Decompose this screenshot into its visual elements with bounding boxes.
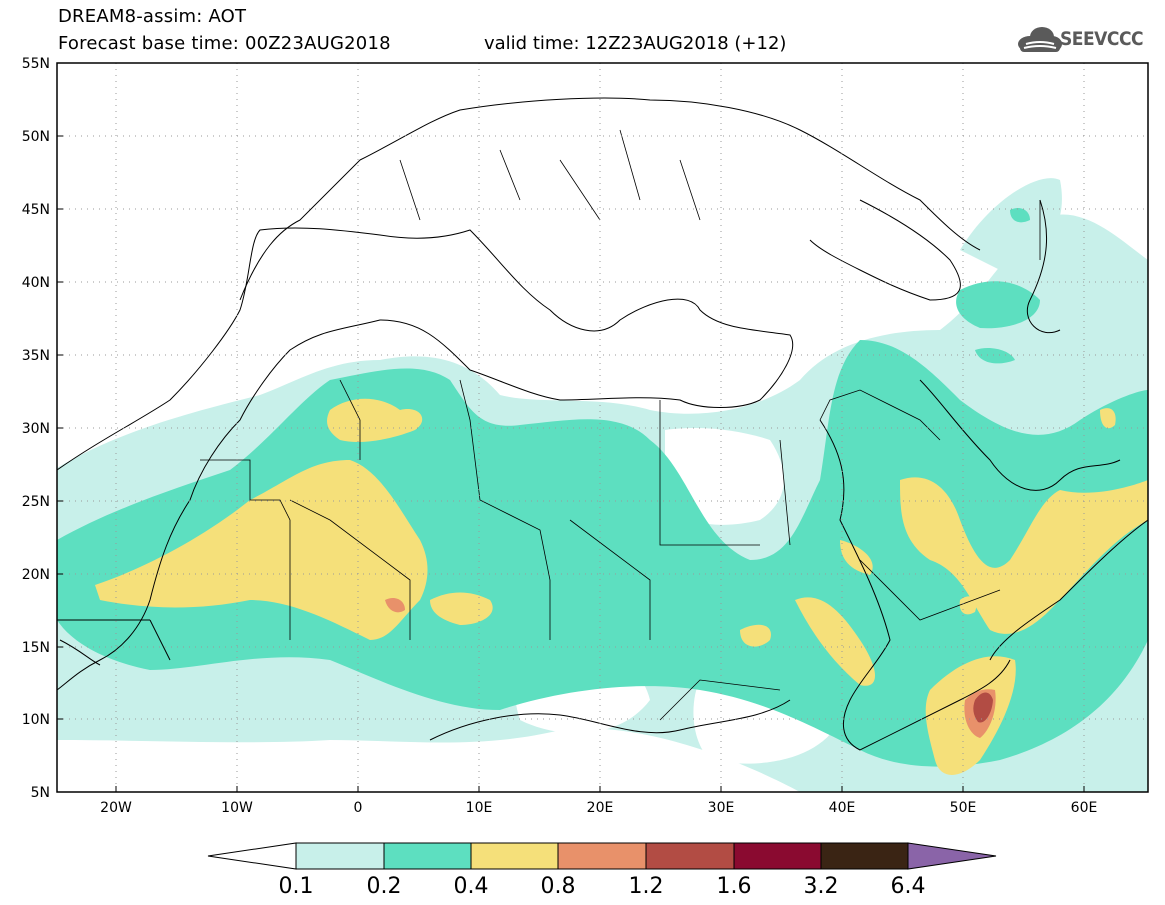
colorbar-low-arrow bbox=[207, 842, 297, 870]
lat-label: 55N bbox=[22, 56, 50, 72]
lon-label: 10E bbox=[466, 800, 493, 816]
lon-label: 50E bbox=[950, 800, 977, 816]
colorbar-label: 1.6 bbox=[717, 874, 752, 899]
aot-band-1.2-1.6 bbox=[973, 692, 993, 723]
lon-label: 60E bbox=[1071, 800, 1098, 816]
map-title: DREAM8-assim: AOT bbox=[58, 6, 247, 27]
lat-label: 25N bbox=[22, 494, 50, 510]
lat-label: 5N bbox=[31, 785, 50, 801]
colorbar-label: 3.2 bbox=[804, 874, 839, 899]
lat-label: 30N bbox=[22, 421, 50, 437]
colorbar-label: 0.1 bbox=[279, 874, 314, 899]
lon-label: 10W bbox=[221, 800, 253, 816]
colorbar-swatch bbox=[470, 842, 559, 870]
lat-label: 45N bbox=[22, 202, 50, 218]
aot-band-0.2-0.4 bbox=[57, 208, 1148, 767]
lat-labels: 55N 50N 45N 40N 35N 30N 25N 20N 15N 10N … bbox=[22, 56, 50, 801]
lon-label: 40E bbox=[829, 800, 856, 816]
lon-labels: 20W 10W 0 10E 20E 30E 40E 50E 60E bbox=[100, 800, 1097, 816]
colorbar: 0.1 0.2 0.4 0.8 1.2 1.6 3.2 6.4 bbox=[207, 842, 997, 899]
colorbar-swatch bbox=[383, 842, 472, 870]
colorbar-swatch bbox=[733, 842, 822, 870]
aot-shading bbox=[57, 178, 1148, 792]
country-borders bbox=[200, 129, 1041, 721]
colorbar-label: 0.2 bbox=[367, 874, 402, 899]
lon-label: 30E bbox=[708, 800, 735, 816]
colorbar-label: 6.4 bbox=[891, 874, 926, 899]
valid-time: valid time: 12Z23AUG2018 (+12) bbox=[484, 33, 787, 54]
axis-ticks bbox=[57, 62, 1085, 793]
lat-label: 50N bbox=[22, 129, 50, 145]
lat-label: 10N bbox=[22, 712, 50, 728]
colorbar-swatch bbox=[295, 842, 385, 870]
lat-label: 15N bbox=[22, 640, 50, 656]
colorbar-swatch bbox=[820, 842, 909, 870]
colorbar-swatch bbox=[645, 842, 735, 870]
lat-label: 35N bbox=[22, 348, 50, 364]
lat-label: 20N bbox=[22, 567, 50, 583]
forecast-base-time: Forecast base time: 00Z23AUG2018 bbox=[58, 33, 391, 54]
colorbar-label: 1.2 bbox=[629, 874, 664, 899]
seevccc-cloud-icon bbox=[1018, 27, 1062, 52]
colorbar-label: 0.8 bbox=[541, 874, 576, 899]
lon-label: 20W bbox=[100, 800, 132, 816]
lon-label: 0 bbox=[354, 800, 363, 816]
colorbar-high-arrow bbox=[907, 842, 997, 870]
lat-label: 40N bbox=[22, 275, 50, 291]
logo-text: SEEVCCC bbox=[1060, 28, 1144, 50]
colorbar-swatch bbox=[557, 842, 647, 870]
lon-label: 20E bbox=[587, 800, 614, 816]
colorbar-label: 0.4 bbox=[454, 874, 489, 899]
